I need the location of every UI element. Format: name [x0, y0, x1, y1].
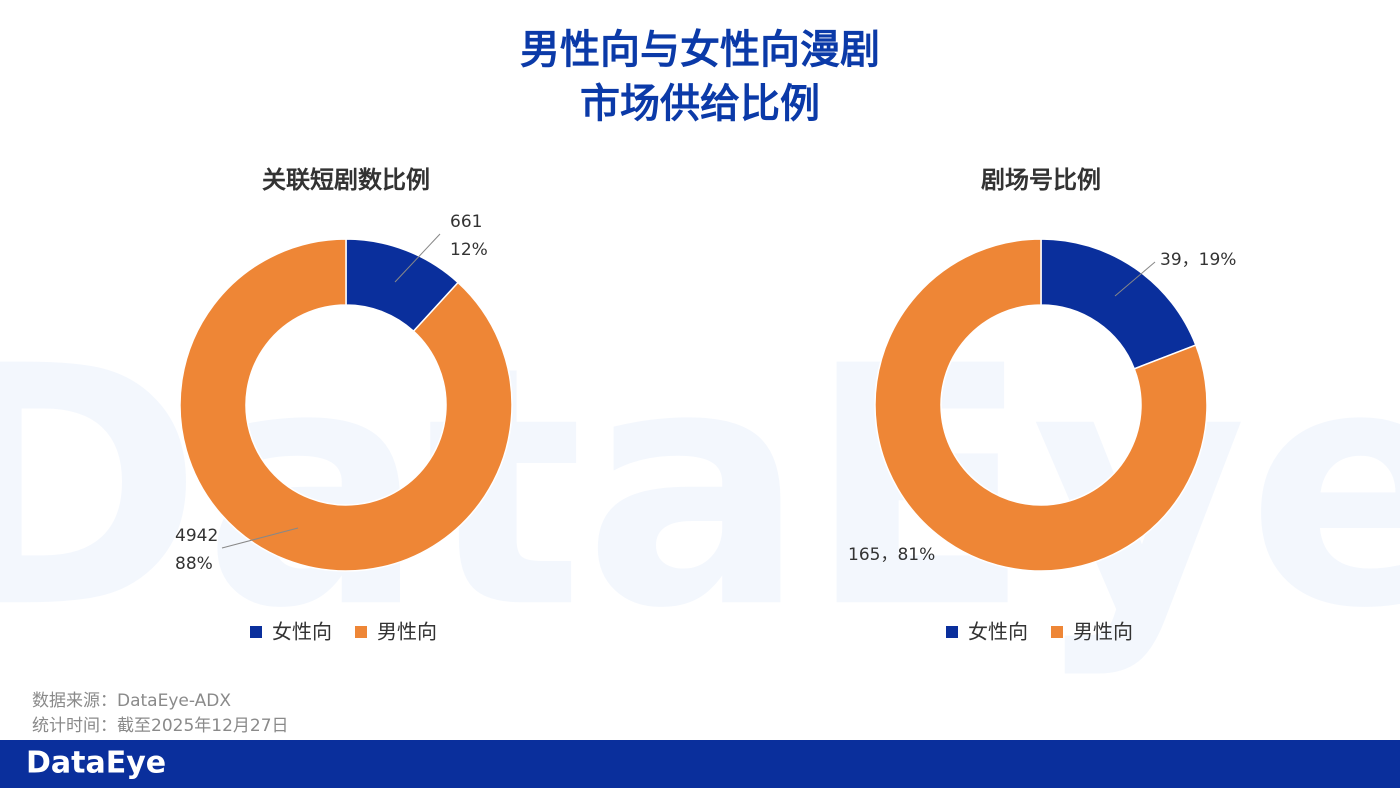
legend-swatch [1051, 626, 1063, 638]
legend-label: 女性向 [968, 620, 1028, 644]
legend-label: 女性向 [272, 620, 332, 644]
data-label: 88% [175, 554, 213, 574]
leader-line [221, 527, 299, 549]
chart-title: 关联短剧数比例 [262, 166, 430, 194]
title: 市场供给比例 [580, 81, 820, 127]
legend-swatch [355, 626, 367, 638]
legend-swatch [946, 626, 958, 638]
legend-label: 男性向 [377, 620, 437, 644]
data-label: 4942 [175, 526, 218, 546]
title: 男性向与女性向漫剧 [520, 27, 880, 73]
data-label: 661 [450, 212, 482, 232]
data-label: 12% [450, 240, 488, 260]
data-label: 39，19% [1160, 250, 1236, 270]
logo: DataEye [26, 746, 166, 781]
data-label: 165，81% [848, 545, 935, 565]
donut-slice [179, 238, 513, 572]
donut-slice [874, 238, 1208, 572]
legend-swatch [250, 626, 262, 638]
chart-title: 剧场号比例 [981, 166, 1101, 194]
leader-line [394, 233, 441, 283]
date-note: 统计时间：截至2025年12月27日 [32, 716, 289, 736]
legend-label: 男性向 [1073, 620, 1133, 644]
source-note: 数据来源：DataEye-ADX [32, 691, 231, 711]
footer-bar [0, 740, 1400, 788]
leader-line [1114, 261, 1156, 297]
